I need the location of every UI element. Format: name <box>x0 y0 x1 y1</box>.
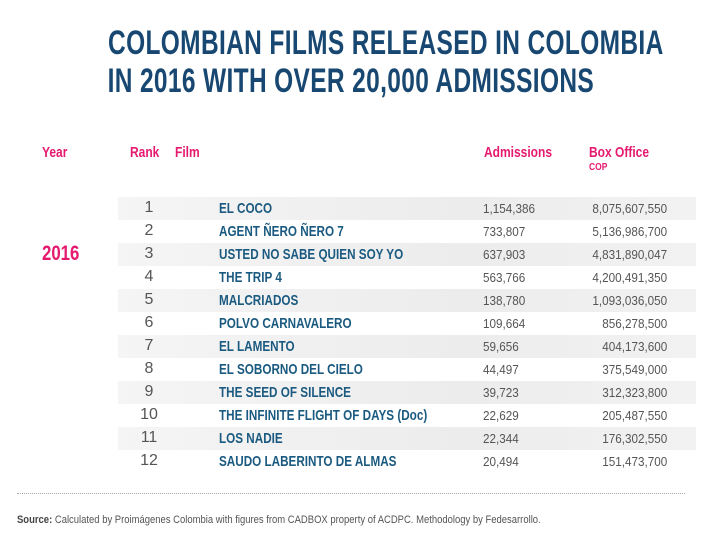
header-box-office: Box Office <box>589 144 650 161</box>
admissions-cell: 733,807 <box>483 224 526 239</box>
source-note: Source: Calculated by Proimágenes Colomb… <box>17 514 541 526</box>
table-row: 9 THE SEED OF SILENCE 39,723 312,323,800 <box>118 381 696 404</box>
film-cell: USTED NO SABE QUIEN SOY YO <box>219 246 404 263</box>
admissions-cell: 109,664 <box>483 316 526 331</box>
table-row: 3 USTED NO SABE QUIEN SOY YO 637,903 4,831,… <box>118 243 696 266</box>
film-cell: EL SOBORNO DEL CIELO <box>219 361 363 378</box>
admissions-cell: 39,723 <box>483 385 519 400</box>
box-office-cell: 4,200,491,350 <box>592 270 667 285</box>
header-admissions: Admissions <box>484 144 553 161</box>
admissions-cell: 637,903 <box>483 247 526 262</box>
film-cell: MALCRIADOS <box>219 292 299 309</box>
film-cell: THE INFINITE FLIGHT OF DAYS (Doc) <box>219 407 428 424</box>
admissions-cell: 138,780 <box>483 293 526 308</box>
rank-cell: 11 <box>140 429 158 446</box>
title-line-2: IN 2016 WITH OVER 20,000 ADMISSIONS <box>0 62 702 100</box>
header-film: Film <box>175 144 200 161</box>
film-cell: THE SEED OF SILENCE <box>219 384 351 401</box>
box-office-cell: 8,075,607,550 <box>592 201 667 216</box>
table-row: 2 AGENT ÑERO ÑERO 7 733,807 5,136,986,700 <box>118 220 696 243</box>
box-office-cell: 151,473,700 <box>601 454 667 469</box>
rank-cell: 3 <box>144 245 154 262</box>
film-cell: EL LAMENTO <box>219 338 295 355</box>
admissions-cell: 44,497 <box>483 362 519 377</box>
header-year: Year <box>42 144 68 161</box>
box-office-cell: 176,302,550 <box>601 431 667 446</box>
rank-cell: 6 <box>144 314 154 331</box>
source-text: Calculated by Proimágenes Colombia with … <box>52 514 541 526</box>
header-box-office-unit: COP <box>589 162 608 173</box>
rank-cell: 4 <box>144 268 154 285</box>
box-office-cell: 205,487,550 <box>601 408 667 423</box>
rank-cell: 10 <box>140 406 158 423</box>
film-cell: AGENT ÑERO ÑERO 7 <box>219 223 344 240</box>
film-cell: EL COCO <box>219 200 273 217</box>
divider <box>17 493 685 494</box>
admissions-cell: 563,766 <box>483 270 526 285</box>
table-row: 12 SAUDO LABERINTO DE ALMAS 20,494 151,473,… <box>118 450 696 473</box>
table-row: 5 MALCRIADOS 138,780 1,093,036,050 <box>118 289 696 312</box>
rank-cell: 8 <box>144 360 154 377</box>
rank-cell: 2 <box>144 222 154 239</box>
title-line-1: COLOMBIAN FILMS RELEASED IN COLOMBIA <box>0 24 702 62</box>
box-office-cell: 312,323,800 <box>601 385 667 400</box>
source-label: Source: <box>17 514 53 526</box>
rank-cell: 7 <box>144 337 154 354</box>
admissions-cell: 20,494 <box>483 454 519 469</box>
table-row: 10 THE INFINITE FLIGHT OF DAYS (Doc) 22,62… <box>118 404 696 427</box>
table-row: 8 EL SOBORNO DEL CIELO 44,497 375,549,000 <box>118 358 696 381</box>
film-cell: SAUDO LABERINTO DE ALMAS <box>219 453 397 470</box>
admissions-cell: 1,154,386 <box>483 201 536 216</box>
rank-cell: 5 <box>144 291 154 308</box>
rank-cell: 12 <box>140 452 158 469</box>
film-cell: POLVO CARNAVALERO <box>219 315 352 332</box>
header-rank: Rank <box>130 144 160 161</box>
box-office-cell: 375,549,000 <box>601 362 667 377</box>
film-cell: THE TRIP 4 <box>219 269 282 286</box>
box-office-cell: 4,831,890,047 <box>592 247 667 262</box>
box-office-cell: 404,173,600 <box>601 339 667 354</box>
admissions-cell: 59,656 <box>483 339 519 354</box>
box-office-cell: 1,093,036,050 <box>592 293 667 308</box>
table-row: 11 LOS NADIE 22,344 176,302,550 <box>118 427 696 450</box>
table-row: 4 THE TRIP 4 563,766 4,200,491,350 <box>118 266 696 289</box>
admissions-cell: 22,629 <box>483 408 519 423</box>
title-text-1: COLOMBIAN FILMS RELEASED IN COLOMBIA <box>108 24 664 62</box>
title-text-2: IN 2016 WITH OVER 20,000 ADMISSIONS <box>107 62 595 100</box>
year-label: 2016 <box>42 242 80 265</box>
box-office-cell: 856,278,500 <box>601 316 667 331</box>
rank-cell: 9 <box>144 383 154 400</box>
table-row: 6 POLVO CARNAVALERO 109,664 856,278,500 <box>118 312 696 335</box>
box-office-cell: 5,136,986,700 <box>592 224 667 239</box>
table-row: 7 EL LAMENTO 59,656 404,173,600 <box>118 335 696 358</box>
table-row: 1 EL COCO 1,154,386 8,075,607,550 <box>118 197 696 220</box>
rank-cell: 1 <box>144 199 154 216</box>
admissions-cell: 22,344 <box>483 431 519 446</box>
film-cell: LOS NADIE <box>219 430 283 447</box>
